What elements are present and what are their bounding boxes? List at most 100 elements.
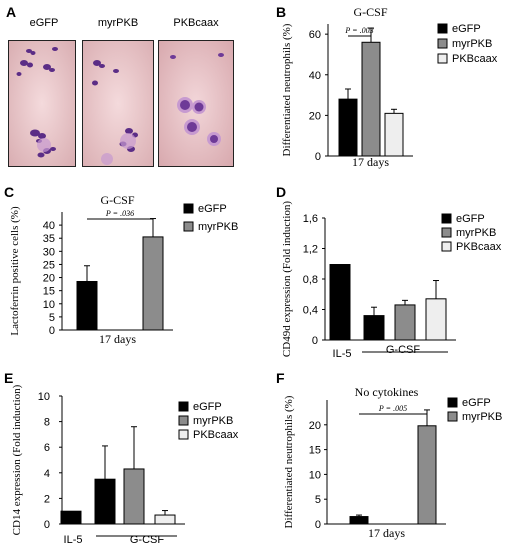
chart-d-ylabel: CD49d expression (Fold induction)	[281, 201, 293, 357]
chart-d-ytick-label: 0	[312, 335, 318, 347]
chart-d-legend-swatch-egfp	[441, 213, 452, 224]
panel-letter-a: A	[6, 4, 17, 20]
micrograph-egfp	[8, 40, 76, 167]
chart-e-legend-label-egfp: eGFP	[193, 401, 222, 413]
chart-f-legend-label-egfp: eGFP	[462, 397, 491, 409]
chart-f-xlabel: 17 days	[368, 526, 405, 540]
panel-letter-b: B	[276, 4, 287, 20]
chart-d-group-label: G-CSF	[386, 344, 421, 356]
chart-b-legend-label-pkbcaax: PKBcaax	[452, 53, 498, 65]
chart-c-ytick-label: 5	[49, 312, 55, 324]
chart-e-legend-swatch-pkbcaax	[178, 429, 189, 440]
chart-d-ytick-label: 1,6	[303, 213, 318, 225]
chart-c-ytick-label: 20	[43, 273, 55, 285]
chart-d-group-label: IL-5	[333, 348, 352, 360]
chart-f-legend-swatch-myrpkb	[447, 411, 458, 422]
panel-letter-f: F	[276, 370, 285, 386]
chart-e-ytick-label: 6	[44, 442, 50, 454]
chart-f-legend-swatch-egfp	[447, 397, 458, 408]
chart-e-group-label: G-CSF	[130, 534, 165, 546]
chart-e-ytick-label: 0	[44, 519, 50, 531]
micrograph-label-egfp: eGFP	[29, 17, 59, 29]
chart-d-legend-label-myrpkb: myrPKB	[456, 227, 496, 239]
chart-c-bar-myrpkb	[142, 236, 164, 331]
chart-c-p-value: P = .036	[105, 209, 134, 218]
chart-b-legend-swatch-egfp	[437, 23, 448, 34]
chart-d-ytick-label: 0,8	[303, 274, 318, 286]
chart-b-title: G-CSF	[353, 5, 387, 19]
chart-c-ytick-label: 40	[43, 220, 55, 232]
chart-d-legend-swatch-pkbcaax	[441, 241, 452, 252]
chart-f-p-value: P = .005	[378, 404, 407, 413]
chart-b-bar-pkbcaax	[384, 112, 404, 157]
chart-f-bar-egfp	[349, 516, 369, 525]
chart-b-ytick-label: 0	[315, 151, 321, 163]
chart-e-legend-swatch-myrpkb	[178, 415, 189, 426]
chart-e-bar-egfp	[60, 510, 82, 525]
chart-b-legend-swatch-pkbcaax	[437, 53, 448, 64]
chart-f-title: No cytokines	[355, 385, 419, 399]
chart-e-group-label: IL-5	[64, 534, 83, 546]
chart-c-title: G-CSF	[100, 193, 134, 207]
chart-e-bar-myrpkb	[123, 468, 145, 525]
chart-e-ytick-label: 8	[44, 417, 50, 429]
chart-f-ytick-label: 20	[309, 420, 321, 432]
chart-e-ytick-label: 4	[44, 468, 50, 480]
chart-b-ylabel: Differentiated neutrophils (%)	[281, 23, 293, 156]
chart-b-ytick-label: 40	[309, 70, 321, 82]
chart-e-ytick-label: 10	[38, 391, 50, 403]
chart-f-ylabel: Differentiated neutrophils (%)	[283, 395, 295, 528]
panel-letter-c: C	[4, 184, 15, 200]
chart-e-legend-label-myrpkb: myrPKB	[193, 415, 233, 427]
chart-b-xlabel: 17 days	[352, 155, 389, 169]
chart-b-ytick-label: 20	[309, 110, 321, 122]
chart-e-legend-label-pkbcaax: PKBcaax	[193, 429, 239, 441]
chart-f-ytick-label: 10	[309, 469, 321, 481]
micrograph-pkbcaax-art	[159, 41, 233, 166]
chart-e-ytick-label: 2	[44, 493, 50, 505]
chart-b-p-value: P = .003	[344, 26, 373, 35]
chart-f-ytick-label: 5	[315, 494, 321, 506]
chart-c-ytick-label: 25	[43, 259, 55, 271]
chart-d-bar-myrpkb	[394, 304, 416, 341]
micrograph-myrpkb-art	[83, 41, 153, 166]
chart-c-ytick-label: 0	[49, 325, 55, 337]
chart-e-bar-egfp	[94, 478, 116, 525]
chart-c-ytick-label: 30	[43, 246, 55, 258]
chart-c-ytick-label: 35	[43, 233, 55, 245]
micrograph-egfp-art	[9, 41, 75, 166]
chart-b-legend-label-myrpkb: myrPKB	[452, 38, 492, 50]
chart-b-bar-myrpkb	[361, 41, 381, 157]
panel-letter-d: D	[276, 184, 287, 200]
chart-c-bar-egfp	[76, 280, 98, 331]
chart-e-bar-pkbcaax	[154, 514, 176, 525]
chart-d-legend-swatch-myrpkb	[441, 227, 452, 238]
chart-b-legend-swatch-myrpkb	[437, 38, 448, 49]
chart-d-bar-egfp	[329, 264, 351, 341]
micrograph-pkbcaax	[158, 40, 234, 167]
micrograph-label-pkbcaax: PKBcaax	[173, 17, 219, 29]
chart-e-ylabel: CD14 expression (Fold induction)	[11, 384, 23, 535]
micrograph-myrpkb	[82, 40, 154, 167]
chart-c-legend-label-myrpkb: myrPKB	[198, 221, 238, 233]
chart-d-ytick-label: 1,2	[303, 244, 318, 256]
chart-c-legend-swatch-egfp	[183, 203, 194, 214]
chart-e-legend-swatch-egfp	[178, 401, 189, 412]
chart-f-ytick-label: 15	[309, 445, 321, 457]
chart-c-xlabel: 17 days	[99, 332, 136, 346]
chart-c-ytick-label: 15	[43, 286, 55, 298]
chart-f-bar-myrpkb	[417, 425, 437, 525]
chart-b-bar-egfp	[338, 98, 358, 157]
chart-d-legend-label-egfp: eGFP	[456, 213, 485, 225]
chart-f-ytick-label: 0	[315, 519, 321, 531]
chart-b-ytick-label: 60	[309, 29, 321, 41]
chart-c-legend-label-egfp: eGFP	[198, 203, 227, 215]
chart-c-legend-swatch-myrpkb	[183, 221, 194, 232]
chart-d-bar-egfp	[363, 315, 385, 341]
panel-letter-e: E	[4, 370, 14, 386]
chart-d-ytick-label: 0,4	[303, 305, 318, 317]
chart-c-ytick-label: 10	[43, 299, 55, 311]
chart-f-legend-label-myrpkb: myrPKB	[462, 411, 502, 423]
chart-b-legend-label-egfp: eGFP	[452, 23, 481, 35]
